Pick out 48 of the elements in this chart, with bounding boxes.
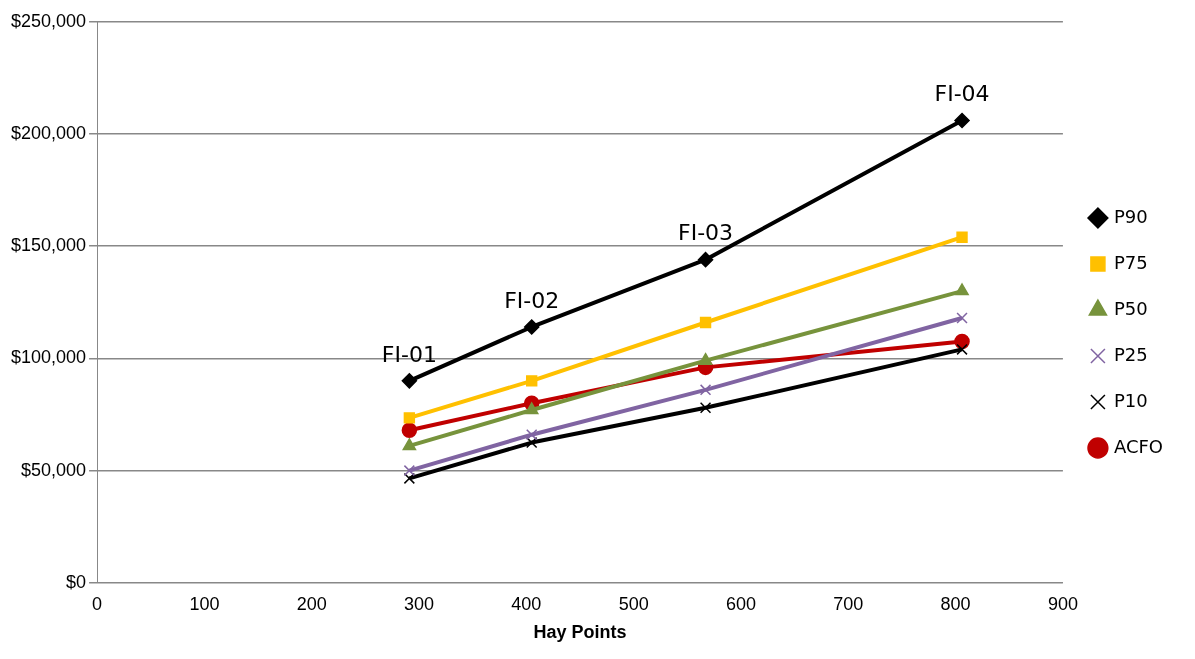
y-tick-label: $100,000 (11, 347, 87, 368)
x-tick-label: 800 (940, 593, 971, 614)
point (524, 402, 539, 415)
x-tick-label: 200 (296, 593, 327, 614)
point (402, 438, 417, 451)
legend-label: P75 (1113, 251, 1148, 273)
point (699, 402, 712, 414)
point (526, 429, 538, 441)
point (954, 112, 970, 129)
legend-label: P25 (1113, 343, 1148, 365)
x-tick-label: 0 (92, 593, 103, 614)
annotation: FI-04 (934, 81, 990, 107)
legend-label: ACFO (1113, 435, 1164, 457)
point (956, 231, 968, 243)
point (956, 312, 968, 324)
y-tick-label: $250,000 (11, 10, 87, 31)
annotation: FI-01 (381, 341, 437, 367)
x-tick-label: 100 (189, 593, 220, 614)
point (699, 316, 712, 329)
legend-label: P50 (1113, 297, 1148, 319)
x-tick-label: 600 (725, 593, 756, 614)
point (401, 422, 418, 438)
point (403, 472, 416, 485)
x-tick-label: 300 (404, 593, 435, 614)
y-tick-label: $50,000 (21, 459, 87, 480)
annotation: FI-02 (504, 287, 560, 313)
point (523, 319, 540, 335)
y-tick-label: $150,000 (11, 235, 87, 256)
point (955, 283, 969, 296)
point (401, 373, 418, 389)
x-tick-label: 900 (1047, 593, 1078, 614)
y-tick-label: $0 (66, 571, 87, 592)
annotation: FI-03 (678, 220, 734, 246)
point (526, 436, 538, 449)
x-tick-label: 500 (618, 593, 649, 614)
point (956, 343, 968, 356)
x-tick-label: 400 (511, 593, 542, 614)
point (697, 251, 714, 268)
legend-label: P90 (1113, 205, 1148, 227)
x-axis-title: Hay Points (533, 622, 627, 643)
point (526, 375, 538, 387)
point (403, 464, 416, 477)
y-tick-label: $200,000 (11, 122, 87, 143)
x-tick-label: 700 (833, 593, 864, 614)
point (699, 384, 712, 396)
point (698, 352, 713, 365)
legend-label: P10 (1113, 389, 1148, 411)
point (403, 412, 416, 424)
